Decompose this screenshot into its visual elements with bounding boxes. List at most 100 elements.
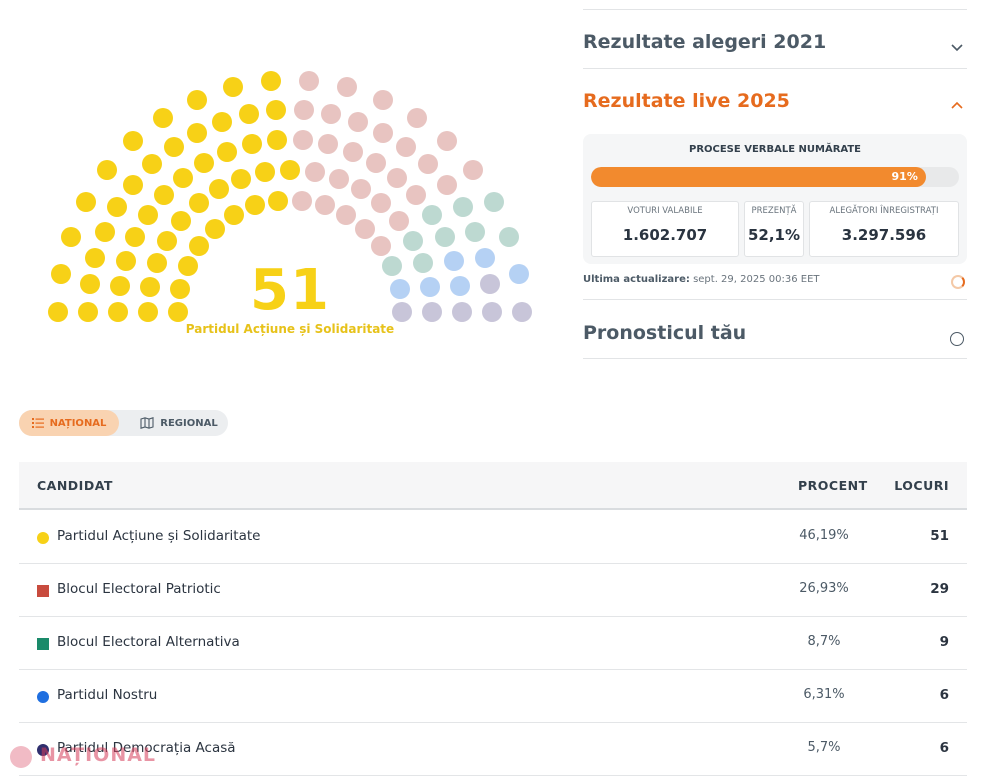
seat xyxy=(280,160,300,180)
table-row[interactable]: Partidul Nostru 6,31% 6 xyxy=(19,670,967,723)
seat xyxy=(186,89,207,110)
seat xyxy=(291,190,312,211)
seat xyxy=(366,153,386,174)
seat xyxy=(413,253,434,274)
seat xyxy=(109,276,130,297)
chevron-down-icon[interactable] xyxy=(950,40,964,54)
party-color-marker xyxy=(37,638,49,650)
seat xyxy=(351,179,371,200)
candidate-percent: 5,7% xyxy=(807,740,841,755)
table-row[interactable]: Partidul Acțiune și Solidaritate 46,19% 51 xyxy=(19,511,967,564)
seat xyxy=(153,185,174,205)
seat xyxy=(212,111,233,132)
seat xyxy=(51,263,72,284)
accordion-live-2025[interactable]: Rezultate live 2025 xyxy=(583,90,790,112)
candidate-percent: 6,31% xyxy=(803,687,845,702)
party-color-marker xyxy=(37,585,49,597)
chevron-up-icon[interactable] xyxy=(950,98,964,112)
seat xyxy=(96,159,117,180)
seat xyxy=(371,193,392,214)
seat xyxy=(268,190,289,211)
seat xyxy=(474,247,495,268)
seat xyxy=(482,302,502,322)
seat xyxy=(78,302,98,322)
seat xyxy=(168,302,188,322)
seat xyxy=(382,256,403,277)
party-color-marker xyxy=(37,532,49,544)
seat xyxy=(209,179,229,200)
seat xyxy=(396,136,417,157)
seat xyxy=(452,197,473,218)
seat xyxy=(231,168,252,189)
live-results-panel: PROCESE VERBALE NUMĂRATE 91% VOTURI VALA… xyxy=(583,134,967,264)
header-seats[interactable]: LOCURI xyxy=(894,478,949,493)
seat xyxy=(388,210,409,231)
seat xyxy=(318,134,339,155)
seat xyxy=(223,77,244,98)
divider xyxy=(583,299,967,300)
tab-national-label: NAȚIONAL xyxy=(49,417,107,429)
seat xyxy=(85,247,106,268)
tab-national[interactable]: NAȚIONAL xyxy=(19,410,119,436)
candidate-percent: 26,93% xyxy=(799,581,849,596)
seat xyxy=(342,141,363,162)
seat xyxy=(241,134,262,155)
seat xyxy=(75,191,96,212)
seat xyxy=(436,174,457,195)
progress-bar: 91% xyxy=(591,167,959,187)
seat xyxy=(125,227,146,248)
seat xyxy=(422,302,442,322)
watermark-logo xyxy=(10,746,32,768)
seat xyxy=(157,231,178,251)
table-row[interactable]: Blocul Electoral Alternativa 8,7% 9 xyxy=(19,617,967,670)
divider xyxy=(583,358,967,359)
accordion-forecast[interactable]: Pronosticul tău xyxy=(583,322,747,344)
candidate-seats: 6 xyxy=(939,740,949,756)
stat-valid-votes: VOTURI VALABILE 1.602.707 xyxy=(591,201,739,257)
seat xyxy=(417,154,438,175)
loading-spinner-icon xyxy=(951,275,965,289)
seat xyxy=(172,167,193,188)
seat xyxy=(304,162,325,183)
seat xyxy=(499,226,520,247)
seat xyxy=(138,302,158,322)
seat xyxy=(512,302,532,322)
header-percent[interactable]: PROCENT xyxy=(798,478,868,493)
header-candidate[interactable]: CANDIDAT xyxy=(37,478,113,493)
leading-seat-count: 51 xyxy=(250,258,330,323)
divider xyxy=(583,68,967,69)
seat xyxy=(217,141,238,162)
last-update-label: Ultima actualizare: xyxy=(583,274,690,285)
seat xyxy=(153,107,174,128)
tab-regional[interactable]: REGIONAL xyxy=(131,410,227,436)
seat xyxy=(321,104,342,125)
seat xyxy=(266,100,287,121)
seat xyxy=(293,100,314,121)
candidate-percent: 46,19% xyxy=(799,528,849,543)
candidate-percent: 8,7% xyxy=(807,634,841,649)
candidate-seats: 29 xyxy=(930,581,949,597)
seat xyxy=(292,130,313,151)
candidate-name: Blocul Electoral Patriotic xyxy=(57,581,221,597)
seat xyxy=(115,251,136,272)
candidate-name: Blocul Electoral Alternativa xyxy=(57,634,240,650)
table-row[interactable]: Blocul Electoral Patriotic 26,93% 29 xyxy=(19,564,967,617)
candidate-name: Partidul Acțiune și Solidaritate xyxy=(57,528,261,544)
seat xyxy=(406,107,427,128)
table-row[interactable]: Partidul Democrația Acasă 5,7% 6 xyxy=(19,723,967,776)
radio-circle-icon[interactable] xyxy=(950,332,964,346)
seat xyxy=(419,277,440,298)
seat xyxy=(444,251,465,272)
accordion-results-2021[interactable]: Rezultate alegeri 2021 xyxy=(583,31,827,53)
seat xyxy=(299,70,320,91)
seat xyxy=(189,236,210,257)
seat xyxy=(188,193,209,214)
seat xyxy=(94,221,115,242)
seat xyxy=(480,274,501,295)
seat xyxy=(260,70,281,91)
seat xyxy=(370,236,391,257)
seat xyxy=(484,191,505,212)
counted-reports-label: PROCESE VERBALE NUMĂRATE xyxy=(688,144,862,155)
seat xyxy=(142,154,163,175)
seat xyxy=(406,185,427,205)
